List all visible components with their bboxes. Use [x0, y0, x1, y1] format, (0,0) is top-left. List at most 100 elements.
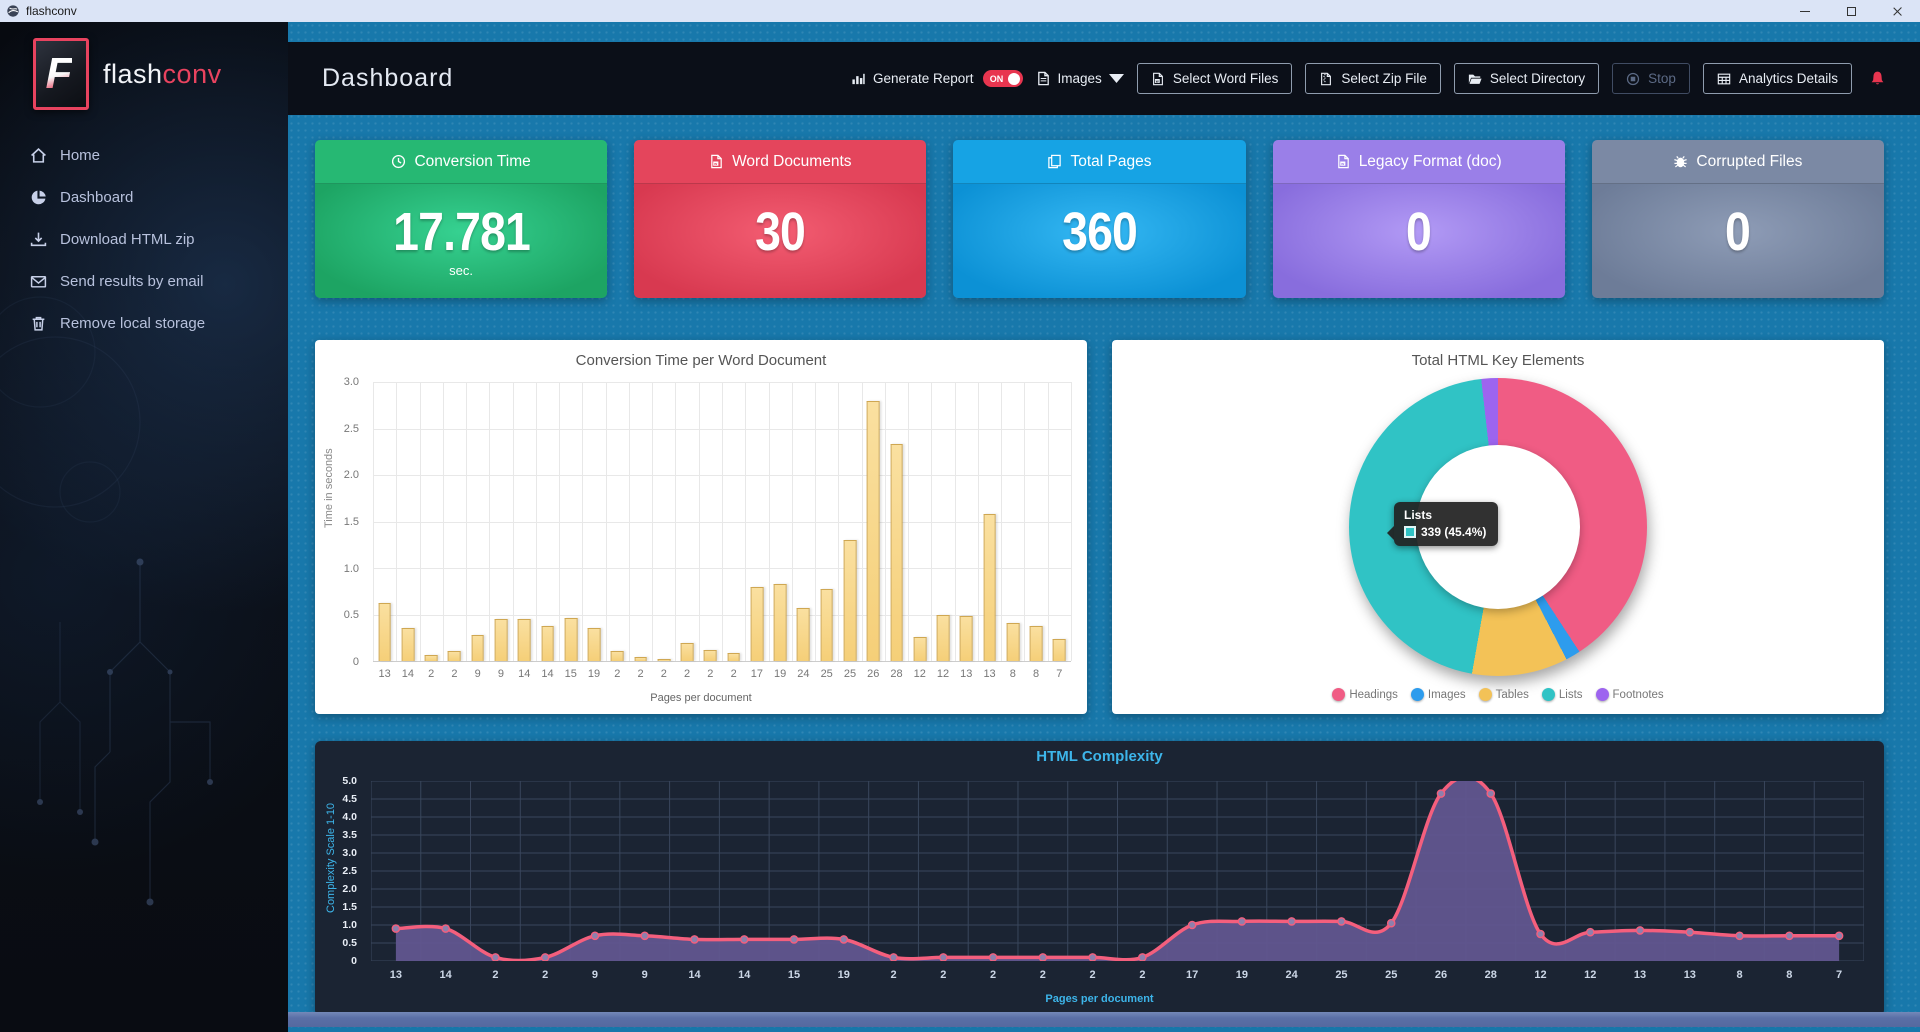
- bar[interactable]: [471, 634, 485, 661]
- data-point[interactable]: [1088, 953, 1097, 962]
- sidebar-item-home[interactable]: Home: [0, 134, 288, 176]
- x-tick-label: 28: [1484, 969, 1497, 981]
- data-point[interactable]: [1138, 953, 1147, 962]
- bar[interactable]: [866, 400, 880, 661]
- data-point[interactable]: [1337, 917, 1346, 926]
- bar[interactable]: [959, 616, 973, 661]
- data-point[interactable]: [1785, 931, 1794, 941]
- data-point[interactable]: [640, 931, 650, 941]
- data-point[interactable]: [441, 924, 450, 933]
- toolbar: Generate Report ON Images w Select Word …: [851, 63, 1886, 94]
- minimize-button[interactable]: [1782, 0, 1828, 22]
- bar[interactable]: [448, 650, 461, 661]
- data-point[interactable]: [988, 953, 998, 962]
- data-point[interactable]: [690, 935, 699, 944]
- maximize-button[interactable]: [1828, 0, 1874, 22]
- data-point[interactable]: [789, 935, 799, 944]
- window-title: flashconv: [26, 4, 77, 18]
- close-button[interactable]: [1874, 0, 1920, 22]
- bar[interactable]: [610, 650, 624, 661]
- data-point[interactable]: [889, 953, 898, 962]
- notification-bell-icon[interactable]: [1869, 70, 1886, 87]
- bar[interactable]: [401, 628, 415, 661]
- bar[interactable]: [703, 649, 717, 661]
- data-point[interactable]: [739, 935, 749, 944]
- data-point[interactable]: [491, 953, 500, 962]
- bar[interactable]: [983, 514, 996, 661]
- images-dropdown[interactable]: Images: [1036, 71, 1124, 86]
- bar[interactable]: [378, 603, 392, 661]
- horizontal-scrollbar[interactable]: [288, 1012, 1920, 1027]
- data-point[interactable]: [1536, 929, 1545, 939]
- bar[interactable]: [843, 540, 857, 661]
- bar[interactable]: [564, 618, 578, 661]
- bar[interactable]: [517, 619, 531, 661]
- data-point[interactable]: [1735, 931, 1744, 941]
- sidebar-item-remove-local-storage[interactable]: Remove local storage: [0, 302, 288, 344]
- data-point[interactable]: [839, 935, 849, 944]
- data-point[interactable]: [1685, 927, 1695, 937]
- generate-report-button[interactable]: Generate Report: [851, 71, 974, 86]
- bar[interactable]: [424, 655, 438, 661]
- data-point[interactable]: [1585, 927, 1595, 937]
- brand[interactable]: F flashconv: [33, 38, 222, 110]
- bar[interactable]: [634, 657, 647, 661]
- stat-cards-row: Conversion Time 17.781 sec. w Word Documen…: [315, 140, 1884, 298]
- gridline: [373, 475, 1071, 476]
- x-tick-label: 2: [940, 969, 947, 981]
- legend-label: Tables: [1495, 688, 1529, 701]
- bar[interactable]: [494, 619, 508, 661]
- bar-chart-x-axis-label: Pages per document: [650, 692, 752, 704]
- bar[interactable]: [936, 614, 950, 661]
- bar[interactable]: [1052, 638, 1066, 661]
- select-zip-file-button[interactable]: Select Zip File: [1305, 63, 1441, 94]
- bar[interactable]: [913, 636, 927, 661]
- legend-item[interactable]: Headings: [1332, 688, 1398, 701]
- data-point[interactable]: [1486, 789, 1496, 798]
- data-point[interactable]: [1834, 931, 1844, 941]
- legend-item[interactable]: Images: [1410, 688, 1466, 701]
- data-point[interactable]: [1436, 789, 1446, 798]
- data-point[interactable]: [391, 924, 401, 933]
- bar[interactable]: [657, 659, 671, 661]
- legend-item[interactable]: Footnotes: [1595, 688, 1664, 701]
- sidebar-item-send-results-by-email[interactable]: Send results by email: [0, 260, 288, 302]
- data-point[interactable]: [1187, 920, 1197, 930]
- stop-button[interactable]: Stop: [1612, 63, 1690, 94]
- select-directory-button[interactable]: Select Directory: [1453, 63, 1600, 94]
- data-point[interactable]: [939, 953, 948, 962]
- analytics-details-button[interactable]: Analytics Details: [1702, 63, 1852, 94]
- x-tick-label: 13: [389, 969, 402, 981]
- data-point[interactable]: [540, 953, 550, 962]
- bar[interactable]: [541, 625, 554, 661]
- data-point[interactable]: [1287, 917, 1296, 926]
- window-titlebar[interactable]: flashconv: [0, 0, 1920, 22]
- select-word-files-button[interactable]: w Select Word Files: [1136, 63, 1293, 94]
- x-tick-label: 2: [730, 668, 737, 680]
- bar[interactable]: [680, 643, 694, 661]
- bar[interactable]: [1006, 622, 1020, 661]
- sidebar-item-dashboard[interactable]: Dashboard: [0, 176, 288, 218]
- bar[interactable]: [1029, 625, 1043, 661]
- x-tick-label: 25: [843, 668, 857, 680]
- bar[interactable]: [587, 628, 601, 661]
- legend-item[interactable]: Lists: [1541, 688, 1583, 701]
- x-tick-label: 8: [1033, 668, 1040, 680]
- bar[interactable]: [820, 589, 834, 661]
- y-tick-label: 0: [351, 955, 357, 967]
- bar[interactable]: [890, 444, 903, 661]
- bar[interactable]: [750, 586, 764, 661]
- legend-item[interactable]: Tables: [1478, 688, 1529, 701]
- generate-report-toggle[interactable]: ON: [982, 70, 1023, 87]
- bar[interactable]: [727, 652, 741, 661]
- data-point[interactable]: [1635, 926, 1645, 935]
- data-point[interactable]: [1038, 953, 1048, 962]
- data-point[interactable]: [590, 931, 600, 941]
- bar[interactable]: [773, 583, 787, 661]
- bar[interactable]: [797, 608, 810, 661]
- data-point[interactable]: [1386, 918, 1396, 928]
- data-point[interactable]: [1237, 917, 1247, 926]
- x-tick-label: 12: [1584, 969, 1597, 981]
- line-chart-plot: [370, 775, 1865, 963]
- sidebar-item-download-html-zip[interactable]: Download HTML zip: [0, 218, 288, 260]
